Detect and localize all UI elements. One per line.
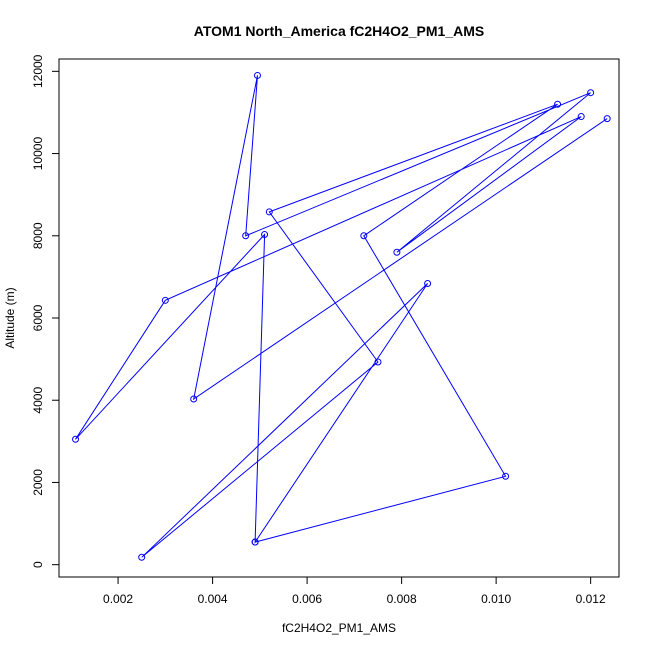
x-tick-label: 0.004 (198, 592, 228, 606)
x-tick-label: 0.012 (576, 592, 606, 606)
y-tick-label: 12000 (31, 54, 45, 88)
data-point (138, 553, 146, 561)
data-point (253, 71, 261, 79)
data-point (554, 100, 562, 108)
data-point (502, 472, 510, 480)
data-series (72, 71, 611, 561)
data-point (577, 113, 585, 121)
x-tick-label: 0.010 (481, 592, 511, 606)
y-tick-label: 2000 (31, 469, 45, 496)
data-point (603, 115, 611, 123)
data-point (265, 208, 273, 216)
data-point (374, 358, 382, 366)
data-point (190, 395, 198, 403)
x-tick-label: 0.002 (103, 592, 133, 606)
data-point (424, 279, 432, 287)
x-tick-label: 0.008 (387, 592, 417, 606)
y-tick-label: 4000 (31, 387, 45, 414)
x-tick-label: 0.006 (292, 592, 322, 606)
y-axis: 0 2000 4000 6000 8000 10000 12000 (31, 54, 59, 568)
x-axis-label: fC2H4O2_PM1_AMS (282, 621, 396, 635)
data-point (587, 89, 595, 97)
y-axis-label: Altitude (m) (3, 287, 17, 348)
data-point (242, 232, 250, 240)
y-tick-label: 6000 (31, 304, 45, 331)
data-point (251, 538, 259, 546)
data-point (360, 232, 368, 240)
y-tick-label: 0 (31, 561, 45, 568)
data-point (393, 248, 401, 256)
y-tick-label: 10000 (31, 137, 45, 171)
y-tick-label: 8000 (31, 222, 45, 249)
data-point (72, 435, 80, 443)
series-line (75, 75, 608, 558)
chart-title: ATOM1 North_America fC2H4O2_PM1_AMS (194, 23, 484, 39)
x-axis: 0.002 0.004 0.006 0.008 0.010 0.012 (103, 577, 606, 606)
data-point (261, 231, 269, 239)
data-point (161, 296, 169, 304)
